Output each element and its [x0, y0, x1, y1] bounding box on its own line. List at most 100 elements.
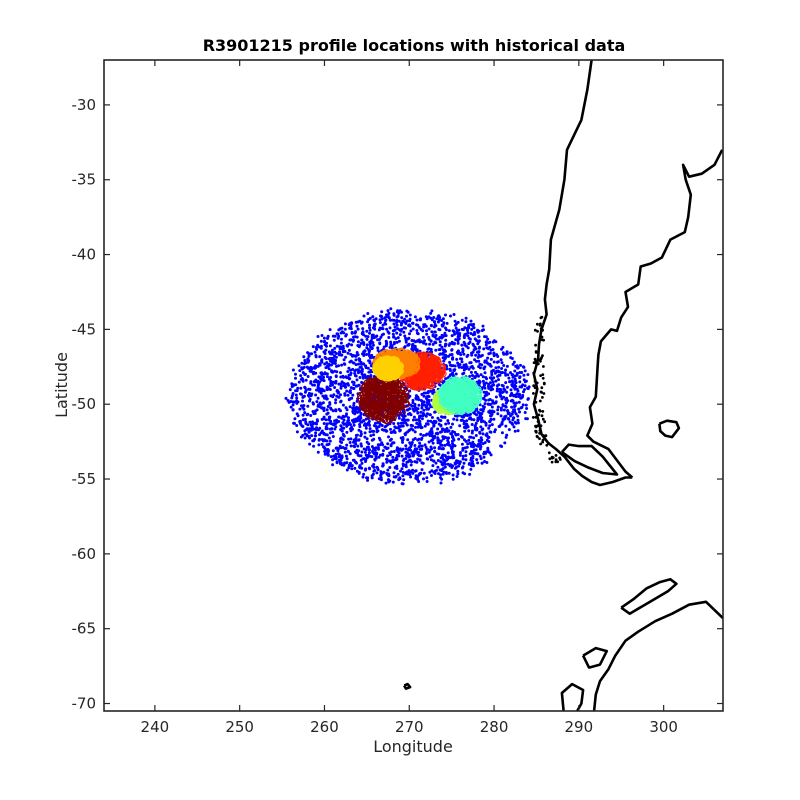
historical-point — [440, 430, 443, 434]
historical-point — [451, 442, 454, 446]
historical-point — [432, 424, 436, 428]
historical-point — [454, 372, 458, 376]
historical-point — [469, 332, 473, 335]
y-tick-label: -55 — [72, 470, 97, 488]
historical-point — [369, 434, 373, 438]
historical-point — [338, 351, 342, 355]
historical-point — [470, 364, 474, 368]
coastline — [539, 424, 543, 428]
historical-point — [438, 343, 442, 347]
historical-point — [411, 471, 415, 475]
historical-point — [331, 357, 335, 361]
historical-point — [306, 375, 310, 378]
historical-point — [347, 348, 351, 352]
historical-point — [401, 319, 405, 323]
historical-point — [408, 313, 412, 317]
historical-point — [477, 350, 481, 354]
historical-point — [513, 386, 517, 390]
historical-point — [330, 348, 334, 352]
historical-point — [367, 466, 371, 470]
historical-point — [327, 350, 331, 354]
historical-point — [404, 444, 408, 448]
coastline — [537, 358, 540, 361]
historical-point — [354, 374, 358, 378]
historical-point — [513, 404, 517, 408]
historical-point — [507, 376, 511, 380]
historical-point — [444, 328, 448, 332]
historical-point — [509, 388, 513, 392]
historical-point — [350, 330, 354, 334]
historical-point — [325, 422, 329, 426]
profile-point — [466, 402, 474, 411]
historical-point — [440, 468, 444, 472]
coastline — [658, 419, 681, 439]
coastline — [534, 350, 538, 353]
historical-point — [505, 433, 509, 437]
coastline — [538, 431, 541, 435]
historical-point — [342, 358, 346, 362]
historical-point — [380, 428, 384, 432]
coastline — [538, 437, 541, 440]
historical-point — [487, 410, 491, 414]
historical-point — [308, 399, 311, 403]
coastline — [542, 338, 545, 342]
historical-point — [426, 407, 430, 411]
historical-point — [303, 373, 307, 376]
profile-point — [461, 396, 470, 404]
historical-point — [373, 457, 377, 461]
historical-point — [466, 331, 470, 335]
historical-point — [455, 322, 458, 326]
historical-point — [308, 420, 312, 424]
historical-point — [321, 394, 325, 398]
profile-point — [383, 370, 391, 378]
coastline — [534, 430, 538, 433]
historical-point — [295, 389, 299, 393]
historical-point — [337, 382, 341, 386]
historical-point — [331, 360, 334, 364]
historical-point — [464, 454, 468, 458]
historical-point — [490, 405, 494, 409]
historical-point — [524, 403, 528, 407]
historical-point — [466, 328, 469, 332]
historical-point — [302, 355, 306, 359]
historical-point — [413, 444, 417, 447]
historical-point — [398, 477, 402, 481]
historical-point — [401, 421, 405, 425]
historical-point — [463, 446, 467, 450]
coastline — [403, 682, 412, 690]
historical-point — [505, 364, 509, 368]
historical-point — [371, 326, 375, 330]
historical-point — [366, 366, 370, 370]
profile-point — [383, 360, 392, 369]
historical-point — [352, 401, 356, 405]
historical-point — [395, 331, 399, 335]
historical-point — [359, 360, 363, 364]
historical-point — [504, 401, 508, 405]
historical-point — [442, 458, 445, 462]
historical-point — [473, 424, 477, 427]
profile-point — [460, 390, 469, 399]
historical-point — [492, 376, 496, 380]
historical-point — [403, 334, 407, 338]
historical-point — [402, 326, 406, 330]
historical-point — [471, 450, 474, 453]
historical-point — [443, 428, 447, 432]
profile-point — [458, 404, 467, 412]
profile-point — [454, 394, 463, 402]
historical-point — [430, 474, 433, 477]
profile-point — [399, 348, 407, 356]
historical-point — [483, 402, 487, 406]
historical-point — [414, 418, 418, 422]
historical-point — [452, 313, 456, 316]
historical-point — [481, 427, 485, 431]
historical-point — [492, 360, 496, 364]
historical-point — [340, 353, 344, 357]
historical-point — [352, 361, 356, 365]
coastline — [536, 420, 540, 423]
historical-point — [494, 370, 498, 374]
coastline — [533, 357, 537, 361]
historical-point — [385, 458, 389, 462]
historical-point — [337, 328, 341, 332]
coastline — [531, 416, 535, 419]
